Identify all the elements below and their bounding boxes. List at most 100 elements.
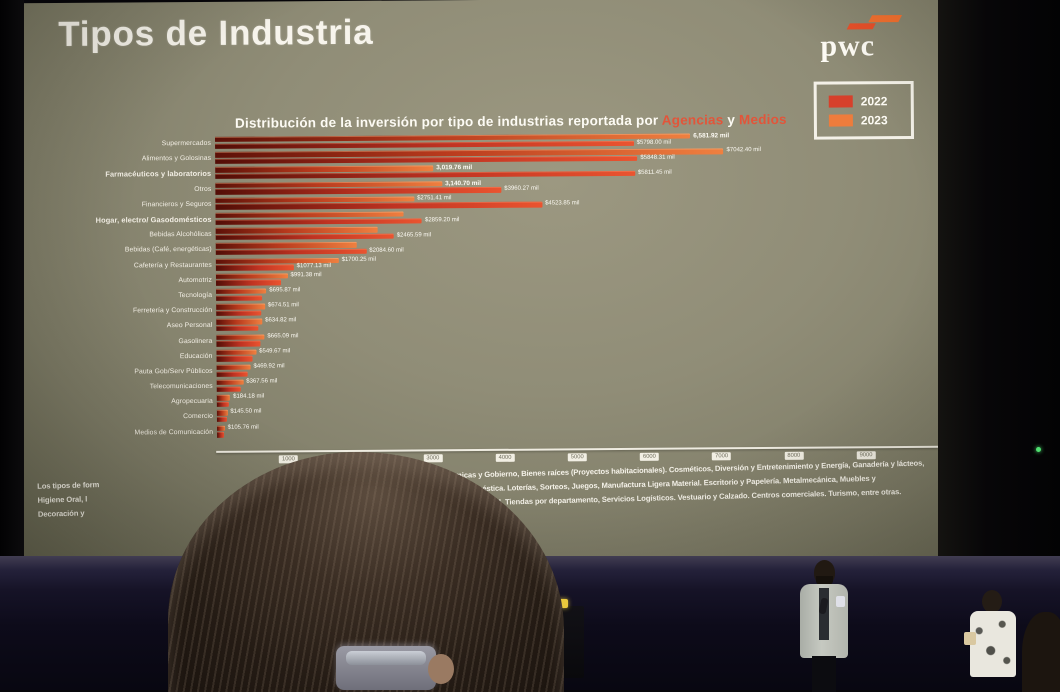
presenter-beard: [816, 576, 833, 586]
value-label-2022: $3960.27 mil: [504, 185, 539, 193]
value-label-2023: 3,019.76 mil: [436, 164, 473, 172]
chart-title-prefix: Distribución de la inversión por tipo de…: [234, 112, 662, 131]
x-axis-line: 100020003000400050006000700080009000: [216, 445, 939, 464]
foreground-hand: [428, 654, 454, 684]
bar-2022: [216, 340, 261, 347]
value-label-2023: $1700.25 mil: [341, 256, 376, 263]
guest-floral-shirt: [970, 611, 1016, 677]
value-label-2023: $549.67 mil: [259, 348, 291, 355]
category-label: Supermercados: [161, 139, 212, 148]
bar-2022: [216, 355, 254, 362]
value-label-2022: $5848.31 mil: [640, 154, 675, 161]
value-label-2023: $469.92 mil: [253, 363, 285, 370]
category-label: Automotriz: [178, 276, 213, 284]
legend-label-2022: 2022: [860, 93, 888, 108]
bar-2022: [216, 386, 241, 392]
bar-2023: [216, 303, 265, 310]
category-label: Bebidas (Café, energéticas): [124, 246, 212, 254]
value-label-2023: $695.87 mil: [269, 287, 301, 294]
presenter-cup: [836, 596, 845, 607]
category-label: Medios de Comunicación: [134, 428, 214, 437]
bar-2023: [217, 425, 225, 431]
category-label: Alimentos y Golosinas: [141, 155, 212, 163]
phone-screen-glow: [346, 651, 426, 665]
bar-2022: [215, 279, 281, 286]
value-label-2023: 6,581.92 mil: [693, 132, 730, 140]
category-label: Bebidas Alcohólicas: [149, 231, 212, 239]
value-label-2023: 3,140.70 mil: [445, 179, 481, 187]
value-label-2022: $1077.13 mil: [296, 263, 332, 270]
bar-2022: [215, 218, 423, 225]
bar-2023: [215, 273, 288, 280]
bar-2022: [215, 233, 394, 241]
value-label-2023: $145.50 mil: [230, 409, 262, 416]
footnote-left-fragment: Decoración y: [37, 508, 85, 519]
guest-head: [982, 590, 1002, 613]
podium-lamp: [556, 599, 568, 608]
chart-title-highlight-agencias: Agencias: [661, 112, 724, 128]
value-label-2023: $184.18 mil: [233, 393, 265, 401]
category-label: Pauta Gob/Serv Públicos: [134, 367, 213, 376]
category-label: Telecomunicaciones: [149, 382, 213, 391]
value-label-2022: $5798.00 mil: [636, 139, 672, 146]
bar-chart: Supermercados 6,581.92 mil $5798.00 mil Ali…: [21, 131, 941, 441]
bar-2022: [215, 248, 367, 256]
x-axis-tick: 7000: [712, 452, 732, 461]
bar-2022: [216, 401, 230, 408]
value-label-2022: $4523.85 mil: [545, 200, 580, 207]
legend-label-2023: 2023: [860, 112, 888, 127]
bar-2022: [215, 187, 502, 195]
x-axis-tick: 4000: [495, 453, 515, 462]
bar-2023: [216, 410, 228, 416]
value-label-2023: $991.38 mil: [290, 271, 322, 279]
bar-2023: [216, 379, 244, 386]
category-label: Hogar, electro/ Gasodomésticos: [95, 214, 212, 225]
x-axis-tick: 6000: [639, 452, 659, 461]
pwc-logo: pwc: [820, 13, 910, 74]
bar-2022: [216, 295, 263, 301]
category-label: Cafetería y Restaurantes: [133, 261, 212, 270]
category-label: Aseo Personal: [166, 322, 213, 330]
bar-2023: [216, 318, 263, 325]
category-label: Ferretería y Construcción: [132, 307, 213, 315]
bar-2023: [215, 226, 379, 234]
projection-screen: Tipos de Industria pwc 2022 2023 Distrib…: [20, 0, 942, 564]
bar-2023: [216, 349, 257, 355]
audience-person-corner: [1022, 612, 1060, 692]
chart-title-highlight-medios: Medios: [738, 111, 787, 128]
legend-item-2022: 2022: [828, 93, 911, 108]
bar-2022: [216, 325, 259, 332]
category-label: Comercio: [183, 413, 213, 421]
category-label: Farmacéuticos y laboratorios: [105, 169, 212, 180]
category-label: Tecnología: [178, 291, 213, 300]
value-label-2022: $2465.59 mil: [396, 232, 432, 239]
bar-2022: [215, 264, 294, 271]
footnote-left-fragment: Higiene Oral, l: [37, 494, 88, 505]
value-label-2023: $674.51 mil: [267, 302, 299, 309]
bar-2023: [216, 288, 267, 295]
value-label-2023: $665.09 mil: [267, 332, 299, 340]
bar-2023: [215, 211, 404, 219]
pwc-wordmark: pwc: [820, 29, 876, 63]
bar-group: $105.76 mil: [217, 420, 941, 438]
value-label-2023: $367.56 mil: [246, 378, 278, 385]
category-label: Gasolinera: [178, 337, 213, 345]
value-label-2022: $2084.60 mil: [369, 247, 404, 254]
foreground-phone: [336, 646, 436, 690]
category-label: Financieros y Seguros: [141, 200, 212, 209]
value-label-2023: $7042.40 mil: [726, 147, 761, 154]
bar-2022: [215, 202, 543, 210]
bar-2023: [215, 196, 415, 204]
value-label-2023: $634.82 mil: [265, 317, 297, 324]
chart-title: Distribución de la inversión por tipo de…: [171, 111, 851, 131]
value-label-2023: $2751.41 mil: [417, 195, 452, 202]
legend-swatch-2022: [828, 94, 853, 108]
exit-led-light: [1036, 447, 1041, 452]
category-label: Otros: [194, 185, 212, 193]
category-label: Agropecuaria: [171, 398, 213, 406]
chart-title-connector: y: [723, 112, 740, 128]
bar-2023: [216, 395, 231, 401]
bar-2023: [216, 334, 265, 340]
presenter-person: [790, 560, 860, 692]
x-axis-tick: 5000: [567, 453, 587, 462]
